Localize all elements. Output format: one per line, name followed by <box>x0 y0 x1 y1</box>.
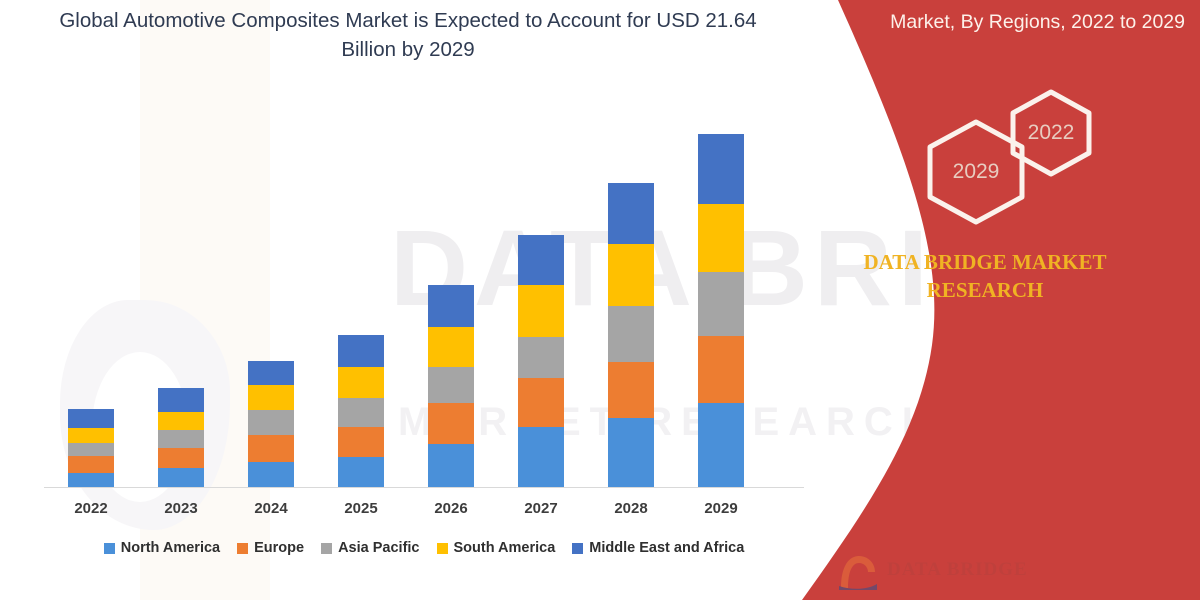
legend-swatch-icon <box>572 542 584 554</box>
x-axis-label-2025: 2025 <box>344 500 378 517</box>
bar-2029[interactable] <box>698 133 744 487</box>
bar-segment-south-america-2023[interactable] <box>158 411 204 430</box>
x-axis-label-2023: 2023 <box>164 500 198 517</box>
bar-segment-asia-pacific-2027[interactable] <box>518 336 564 378</box>
bar-2025[interactable] <box>338 335 384 487</box>
chart-panel: Global Automotive Composites Market is E… <box>44 9 804 556</box>
legend-item-asia-pacific[interactable]: Asia Pacific <box>321 540 420 556</box>
x-axis-line <box>44 487 804 488</box>
bar-segment-north-america-2022[interactable] <box>68 472 114 487</box>
bar-segment-europe-2028[interactable] <box>608 361 654 418</box>
bar-segment-middle-east-and-africa-2024[interactable] <box>248 361 294 385</box>
legend-item-south-america[interactable]: South America <box>436 540 556 556</box>
bar-segment-asia-pacific-2022[interactable] <box>68 442 114 456</box>
bar-2023[interactable] <box>158 387 204 487</box>
bar-segment-south-america-2028[interactable] <box>608 244 654 306</box>
bar-segment-middle-east-and-africa-2023[interactable] <box>158 387 204 412</box>
bar-segment-south-america-2027[interactable] <box>518 285 564 337</box>
legend-item-middle-east-and-africa[interactable]: Middle East and Africa <box>572 540 744 556</box>
x-axis-label-2028: 2028 <box>614 500 648 517</box>
bar-segment-middle-east-and-africa-2026[interactable] <box>428 285 474 327</box>
x-axis-label-2022: 2022 <box>74 500 108 517</box>
legend-label: South America <box>453 540 556 556</box>
bar-segment-south-america-2026[interactable] <box>428 326 474 367</box>
legend-label: Europe <box>254 540 305 556</box>
legend-item-north-america[interactable]: North America <box>103 540 221 556</box>
bar-segment-middle-east-and-africa-2025[interactable] <box>338 335 384 368</box>
x-axis-label-2029: 2029 <box>704 500 738 517</box>
bar-segment-europe-2027[interactable] <box>518 377 564 427</box>
bar-segment-north-america-2027[interactable] <box>518 426 564 487</box>
x-axis-label-2026: 2026 <box>434 500 468 517</box>
bar-segment-asia-pacific-2025[interactable] <box>338 397 384 427</box>
bar-2022[interactable] <box>68 408 114 487</box>
bar-segment-middle-east-and-africa-2029[interactable] <box>698 133 744 205</box>
bar-segment-middle-east-and-africa-2028[interactable] <box>608 183 654 245</box>
bar-segment-middle-east-and-africa-2027[interactable] <box>518 235 564 286</box>
chart-legend: North America Europe Asia Pacific South Ame… <box>44 540 804 556</box>
legend-item-europe[interactable]: Europe <box>237 540 304 556</box>
bar-segment-europe-2024[interactable] <box>248 434 294 462</box>
brand-panel <box>760 0 1200 600</box>
bar-2028[interactable] <box>608 183 654 487</box>
legend-label: Asia Pacific <box>338 540 420 556</box>
legend-swatch-icon <box>237 542 249 554</box>
bar-segment-middle-east-and-africa-2022[interactable] <box>68 408 114 428</box>
bar-2027[interactable] <box>518 235 564 487</box>
bar-segment-north-america-2028[interactable] <box>608 417 654 487</box>
bar-segment-south-america-2022[interactable] <box>68 427 114 443</box>
bar-segment-europe-2023[interactable] <box>158 447 204 468</box>
bar-segment-europe-2029[interactable] <box>698 336 744 403</box>
bar-segment-south-america-2025[interactable] <box>338 367 384 398</box>
bar-segment-south-america-2029[interactable] <box>698 204 744 273</box>
brand-panel-shape <box>802 0 1200 600</box>
bar-2026[interactable] <box>428 285 474 487</box>
legend-swatch-icon <box>436 542 448 554</box>
bar-segment-north-america-2023[interactable] <box>158 467 204 487</box>
bar-segment-europe-2026[interactable] <box>428 402 474 444</box>
legend-swatch-icon <box>321 542 333 554</box>
bar-segment-south-america-2024[interactable] <box>248 384 294 410</box>
legend-swatch-icon <box>103 542 115 554</box>
x-axis-label-2024: 2024 <box>254 500 288 517</box>
legend-label: North America <box>120 540 221 556</box>
bar-segment-north-america-2024[interactable] <box>248 461 294 487</box>
bar-segment-europe-2022[interactable] <box>68 455 114 473</box>
bar-segment-asia-pacific-2029[interactable] <box>698 272 744 337</box>
x-axis-label-2027: 2027 <box>524 500 558 517</box>
chart-title: Global Automotive Composites Market is E… <box>59 9 757 61</box>
bar-segment-asia-pacific-2023[interactable] <box>158 429 204 448</box>
bar-segment-north-america-2025[interactable] <box>338 456 384 487</box>
bar-segment-north-america-2026[interactable] <box>428 443 474 487</box>
bar-segment-europe-2025[interactable] <box>338 426 384 457</box>
bar-2024[interactable] <box>248 361 294 487</box>
bar-segment-asia-pacific-2024[interactable] <box>248 409 294 435</box>
bar-segment-asia-pacific-2026[interactable] <box>428 366 474 403</box>
legend-label: Middle East and Africa <box>589 540 745 556</box>
bar-segment-asia-pacific-2028[interactable] <box>608 305 654 362</box>
stacked-bar-plot: 2022 2023 2024 2025 2026 2027 2028 2029 <box>44 133 804 517</box>
bar-segment-north-america-2029[interactable] <box>698 402 744 487</box>
